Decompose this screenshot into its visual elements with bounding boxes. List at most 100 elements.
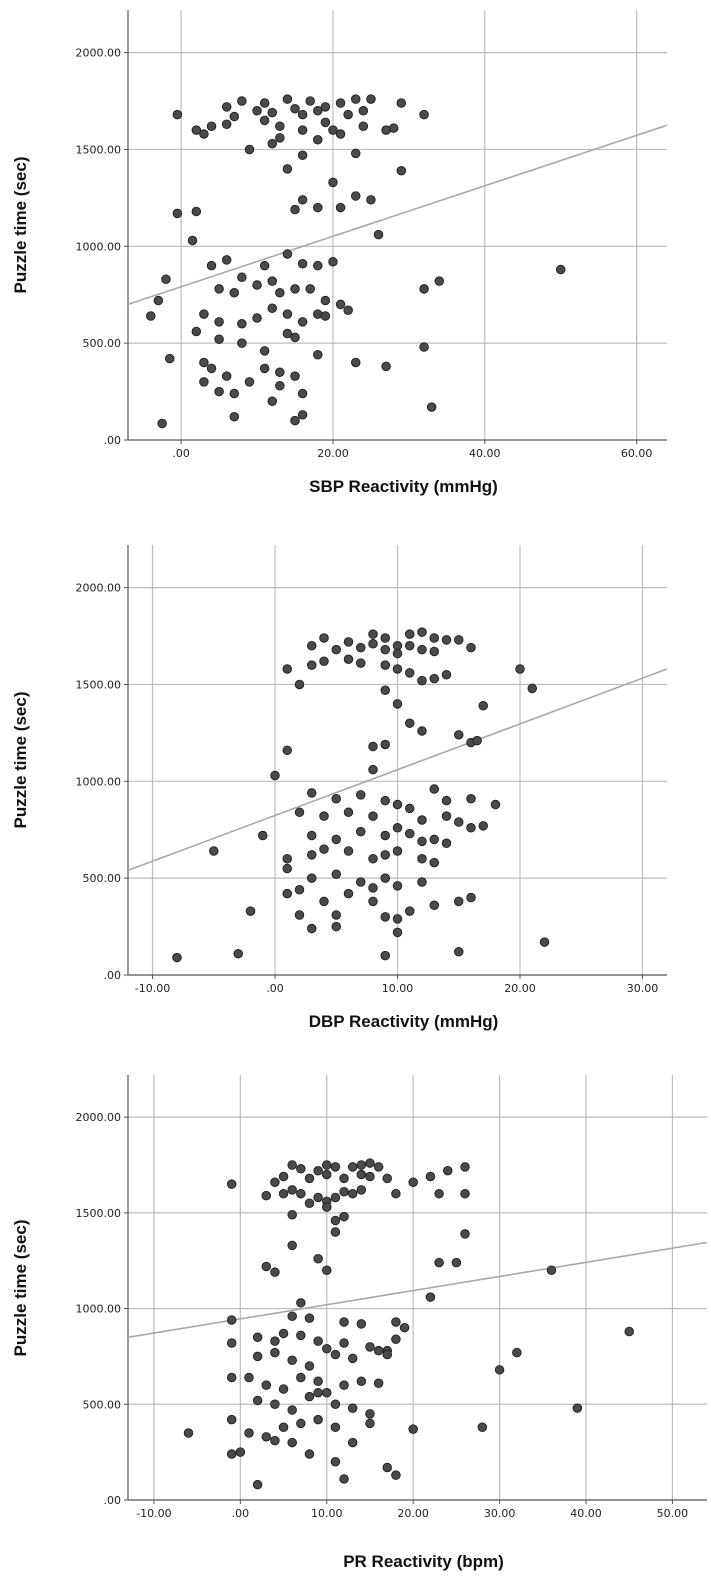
data-point: [275, 288, 285, 298]
data-point: [320, 311, 331, 321]
data-point: [572, 1403, 583, 1413]
data-point: [313, 1192, 323, 1203]
data-point: [267, 396, 277, 407]
data-point: [278, 1188, 289, 1199]
data-point: [206, 363, 217, 374]
data-point: [328, 177, 338, 188]
data-point: [304, 1361, 315, 1371]
data-point: [368, 764, 378, 775]
data-point: [258, 830, 268, 841]
data-point: [356, 1185, 367, 1195]
data-point: [441, 838, 452, 849]
data-point: [282, 854, 293, 864]
data-point: [339, 1173, 349, 1184]
data-point: [380, 633, 391, 643]
data-point: [282, 249, 293, 259]
data-point: [460, 1162, 470, 1172]
data-point: [296, 1372, 306, 1383]
data-point: [429, 673, 440, 684]
data-point: [356, 790, 366, 800]
data-point: [405, 629, 415, 639]
data-point: [512, 1347, 522, 1358]
y-axis-label: Puzzle time (sec): [11, 1220, 30, 1357]
data-point: [358, 121, 369, 131]
data-point: [350, 357, 361, 368]
data-point: [233, 948, 243, 959]
data-point: [380, 660, 391, 670]
data-point: [408, 1177, 418, 1187]
data-point: [466, 642, 476, 653]
data-point: [221, 102, 232, 112]
data-point: [399, 1322, 410, 1333]
data-point: [296, 1418, 306, 1429]
data-point: [366, 94, 376, 104]
data-point: [146, 311, 156, 321]
data-point: [350, 94, 361, 104]
data-point: [290, 104, 300, 114]
y-tick-label: .00: [104, 969, 122, 982]
data-point: [313, 135, 323, 145]
data-point: [290, 332, 300, 343]
data-point: [429, 857, 440, 868]
data-point: [282, 745, 293, 756]
data-point: [472, 735, 482, 746]
data-point: [392, 664, 403, 674]
y-tick-label: 1000.00: [76, 775, 122, 788]
data-point: [287, 1311, 297, 1321]
data-point: [319, 633, 329, 643]
data-point: [296, 1188, 306, 1199]
data-point: [319, 896, 329, 907]
y-tick-label: 500.00: [83, 1398, 122, 1411]
data-point: [356, 1169, 367, 1180]
data-point: [313, 350, 323, 360]
data-point: [307, 788, 317, 798]
data-point: [270, 1435, 280, 1446]
y-tick-label: 2000.00: [76, 1111, 122, 1124]
data-point: [252, 105, 262, 116]
data-point: [373, 1345, 384, 1356]
data-point: [494, 1365, 505, 1375]
y-axis-label: Puzzle time (sec): [11, 157, 30, 294]
data-point: [282, 863, 293, 874]
data-point: [454, 896, 464, 907]
data-point: [290, 284, 300, 294]
data-point: [380, 873, 391, 883]
fit-line: [127, 124, 668, 306]
data-point: [226, 1338, 237, 1348]
data-point: [392, 648, 403, 659]
data-point: [466, 793, 476, 804]
data-point: [405, 640, 415, 651]
data-point: [322, 1160, 332, 1170]
x-tick-label: -10.00: [135, 982, 170, 995]
data-point: [229, 111, 240, 122]
data-point: [339, 1338, 349, 1348]
data-point: [275, 121, 285, 131]
data-point: [441, 670, 452, 680]
data-point: [417, 854, 427, 864]
data-point: [442, 1165, 453, 1176]
data-point: [546, 1265, 557, 1276]
data-point: [307, 640, 317, 651]
data-point: [392, 914, 403, 924]
data-point: [287, 1437, 297, 1448]
scatter-chart-2: .00 500.00 1000.00 1500.00 2000.00 -10.00 .00 1…: [11, 545, 668, 1031]
data-point: [214, 334, 224, 345]
data-point: [252, 1395, 263, 1406]
data-point: [252, 1351, 263, 1362]
data-point: [343, 888, 354, 899]
data-point: [320, 102, 331, 112]
data-point: [278, 1422, 289, 1433]
data-point: [331, 793, 342, 804]
data-point: [214, 317, 224, 327]
data-point: [290, 371, 300, 381]
data-point: [373, 229, 384, 240]
data-point: [382, 1462, 393, 1473]
data-point: [287, 1160, 297, 1170]
data-point: [417, 644, 427, 655]
data-point: [405, 718, 415, 728]
data-point: [290, 204, 300, 215]
data-point: [373, 1378, 384, 1388]
data-point: [368, 629, 378, 639]
data-point: [244, 1372, 254, 1383]
data-point: [270, 1177, 280, 1187]
